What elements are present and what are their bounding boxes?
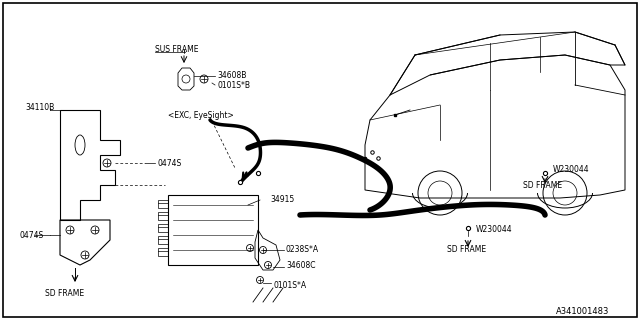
Bar (158, 236, 168, 244)
Text: 34915: 34915 (270, 196, 294, 204)
Text: <EXC, EyeSight>: <EXC, EyeSight> (168, 110, 234, 119)
Bar (158, 212, 168, 220)
Bar (158, 248, 168, 256)
Text: 34608B: 34608B (217, 71, 246, 81)
Text: 0101S*A: 0101S*A (273, 281, 306, 290)
Text: SD FRAME: SD FRAME (45, 289, 84, 298)
Bar (168, 195, 258, 265)
Text: 0474S: 0474S (20, 230, 44, 239)
Text: A341001483: A341001483 (556, 308, 609, 316)
Text: 0101S*B: 0101S*B (217, 82, 250, 91)
Text: W230044: W230044 (476, 226, 513, 235)
Text: 34608C: 34608C (286, 260, 316, 269)
Text: SD FRAME: SD FRAME (447, 245, 486, 254)
Bar (158, 200, 168, 208)
Text: 0238S*A: 0238S*A (286, 245, 319, 254)
Text: 34110B: 34110B (25, 103, 54, 113)
Bar (158, 224, 168, 232)
Text: W230044: W230044 (553, 165, 589, 174)
Text: 0474S: 0474S (157, 158, 181, 167)
Text: SD FRAME: SD FRAME (523, 181, 562, 190)
Text: SUS FRAME: SUS FRAME (155, 45, 198, 54)
